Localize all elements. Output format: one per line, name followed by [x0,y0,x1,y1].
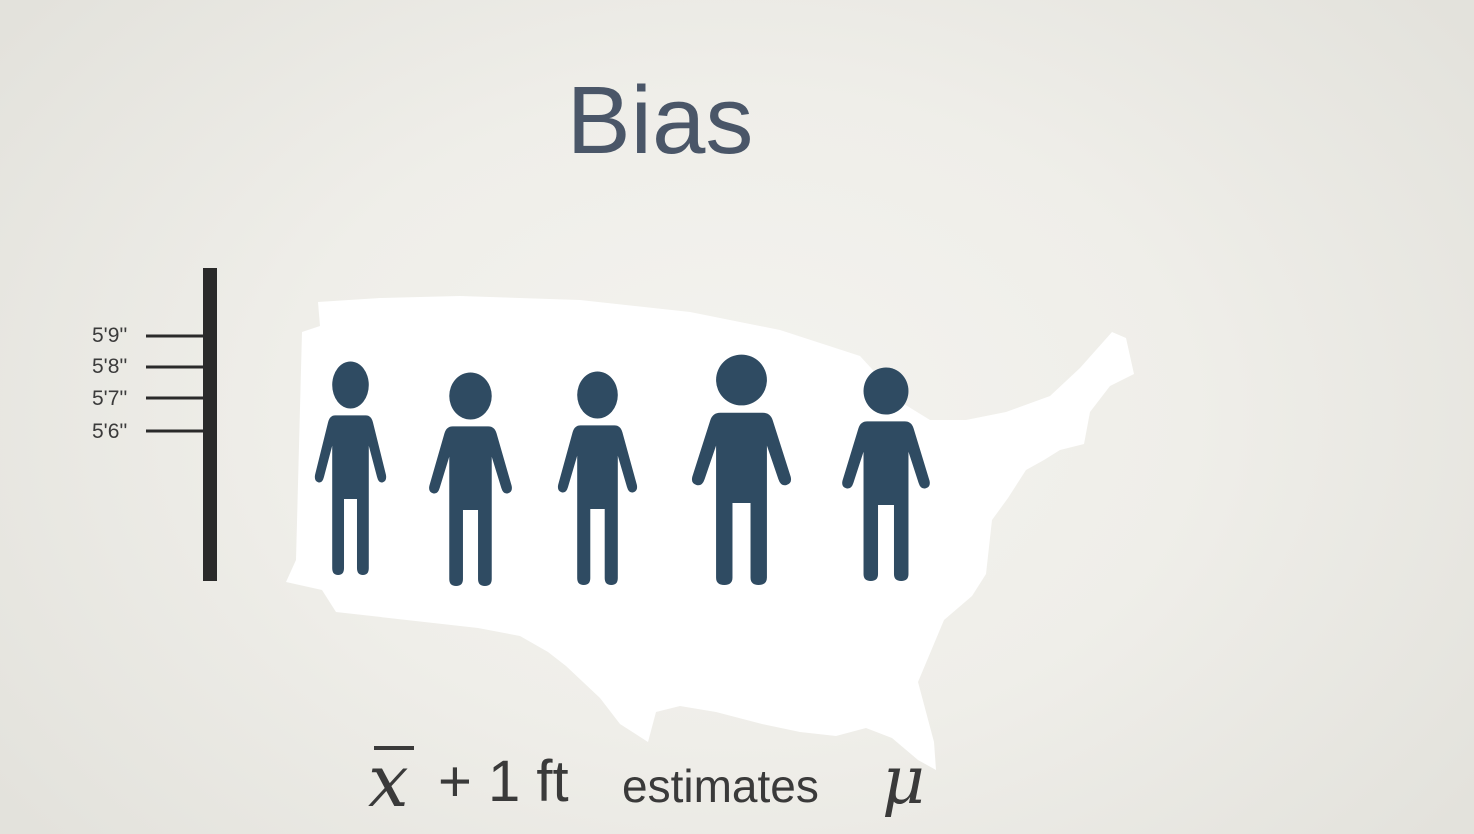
bias-formula: x + 1 ft estimates μ [360,736,1000,826]
height-ruler [203,268,217,581]
tick-label-5-8: 5'8'' [92,355,128,378]
sample-mean-bar [374,746,414,750]
tick-label-5-6: 5'6'' [92,420,128,443]
tick-label-5-9: 5'9'' [92,324,128,347]
formula-offset: + 1 ft [438,749,569,814]
tick-label-5-7: 5'7'' [92,387,128,410]
page-title: Bias [566,67,754,174]
usa-map [286,296,1134,770]
sample-mean-symbol: x [368,739,409,823]
formula-verb: estimates [622,760,819,812]
population-mean-symbol: μ [882,742,925,819]
